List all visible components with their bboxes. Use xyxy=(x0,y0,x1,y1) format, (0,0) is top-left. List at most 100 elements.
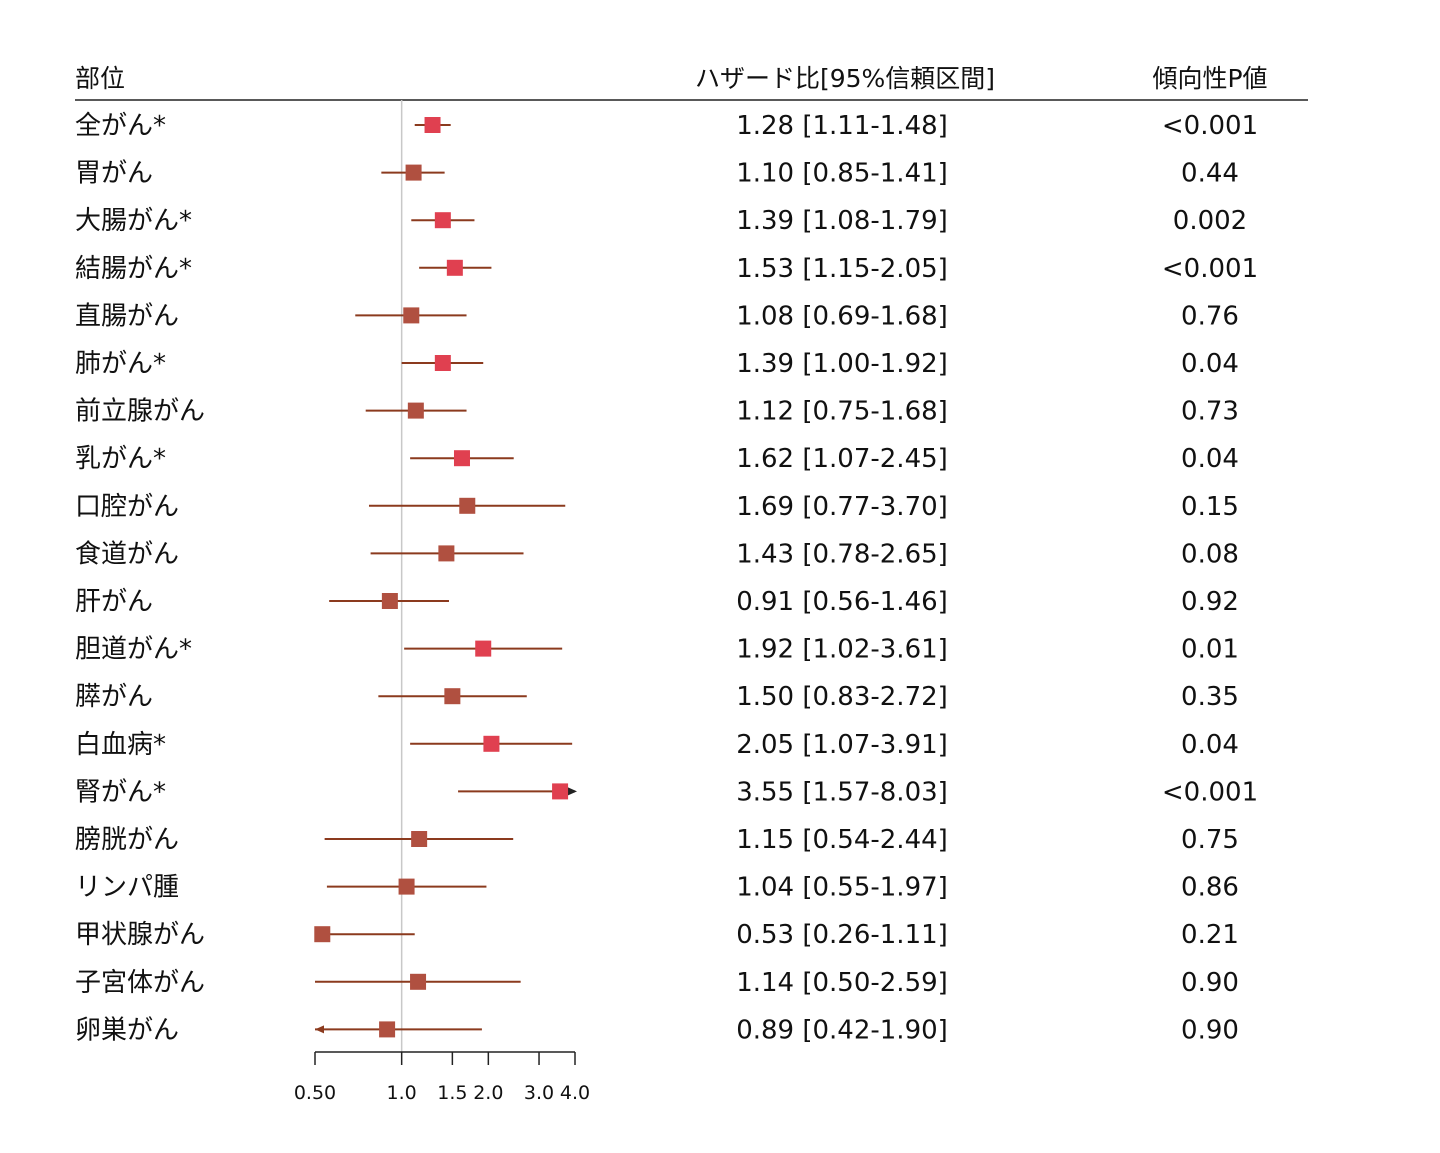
forest-row: 直腸がん 1.08 [0.69-1.68] 0.76 xyxy=(75,301,1239,331)
hr-point xyxy=(552,783,569,800)
hazard-ratio-text: 1.43 [0.78-2.65] xyxy=(736,539,948,569)
trend-p-value: <0.001 xyxy=(1162,777,1258,807)
forest-row: 結腸がん* 1.53 [1.15-2.05] <0.001 xyxy=(75,254,1258,284)
trend-p-value: <0.001 xyxy=(1162,254,1258,284)
forest-row: 卵巣がん 0.89 [0.42-1.90] 0.90 xyxy=(75,1015,1239,1045)
site-label: 大腸がん* xyxy=(75,206,192,236)
trend-p-value: 0.04 xyxy=(1181,349,1239,379)
hr-point xyxy=(403,307,420,324)
trend-p-value: 0.21 xyxy=(1181,920,1239,950)
trend-p-value: 0.73 xyxy=(1181,397,1239,427)
trend-p-value: 0.86 xyxy=(1181,873,1239,903)
hazard-ratio-text: 2.05 [1.07-3.91] xyxy=(736,730,948,760)
trend-p-value: <0.001 xyxy=(1162,111,1258,141)
site-label: 前立腺がん xyxy=(75,397,205,427)
x-tick-label: 1.5 xyxy=(437,1082,467,1104)
trend-p-value: 0.90 xyxy=(1181,968,1239,998)
site-label: 結腸がん* xyxy=(75,254,192,284)
hr-point xyxy=(483,735,500,752)
site-label: 乳がん* xyxy=(75,444,166,474)
hazard-ratio-text: 1.92 [1.02-3.61] xyxy=(736,635,948,665)
hr-point xyxy=(407,402,424,419)
x-tick-label: 1.0 xyxy=(387,1082,417,1104)
site-label: 胃がん xyxy=(75,159,153,189)
site-label: 肝がん xyxy=(75,587,153,617)
forest-row: 肝がん 0.91 [0.56-1.46] 0.92 xyxy=(75,587,1239,617)
x-tick-label: 2.0 xyxy=(473,1082,503,1104)
hr-point xyxy=(398,878,415,895)
hazard-ratio-text: 1.39 [1.08-1.79] xyxy=(736,206,948,236)
hazard-ratio-text: 3.55 [1.57-8.03] xyxy=(736,777,948,807)
trend-p-value: 0.15 xyxy=(1181,492,1239,522)
hazard-ratio-text: 0.89 [0.42-1.90] xyxy=(736,1015,948,1045)
trend-p-value: 0.76 xyxy=(1181,301,1239,331)
forest-row: 肺がん* 1.39 [1.00-1.92] 0.04 xyxy=(75,349,1239,379)
hazard-ratio-text: 0.91 [0.56-1.46] xyxy=(736,587,948,617)
hazard-ratio-text: 1.15 [0.54-2.44] xyxy=(736,825,948,855)
trend-p-value: 0.04 xyxy=(1181,730,1239,760)
hr-point xyxy=(459,497,476,514)
forest-row: 乳がん* 1.62 [1.07-2.45] 0.04 xyxy=(75,444,1239,474)
trend-p-value: 0.92 xyxy=(1181,587,1239,617)
site-label: リンパ腫 xyxy=(75,873,179,903)
hr-point xyxy=(424,117,441,133)
hazard-ratio-text: 1.50 [0.83-2.72] xyxy=(736,682,948,712)
forest-row: 全がん* 1.28 [1.11-1.48] <0.001 xyxy=(75,111,1258,141)
hazard-ratio-text: 1.12 [0.75-1.68] xyxy=(736,397,948,427)
site-label: 口腔がん xyxy=(75,492,179,522)
hr-point xyxy=(453,450,470,467)
forest-row: 前立腺がん 1.12 [0.75-1.68] 0.73 xyxy=(75,397,1239,427)
hazard-ratio-text: 1.14 [0.50-2.59] xyxy=(736,968,948,998)
x-tick-label: 4.0 xyxy=(560,1082,590,1104)
hazard-ratio-text: 1.08 [0.69-1.68] xyxy=(736,301,948,331)
trend-p-value: 0.04 xyxy=(1181,444,1239,474)
ci-arrow-right xyxy=(568,787,577,796)
trend-p-value: 0.90 xyxy=(1181,1015,1239,1045)
hr-point xyxy=(438,545,455,562)
hr-point xyxy=(381,593,398,609)
site-label: 肺がん* xyxy=(75,349,166,379)
site-label: 膵がん xyxy=(75,682,153,712)
hr-point xyxy=(446,259,463,276)
site-label: 腎がん* xyxy=(75,777,166,807)
hazard-ratio-text: 1.04 [0.55-1.97] xyxy=(736,873,948,903)
hr-point xyxy=(410,973,427,990)
hr-point xyxy=(379,1021,396,1038)
hazard-ratio-text: 1.10 [0.85-1.41] xyxy=(736,159,948,189)
header-trend-p: 傾向性P値 xyxy=(1152,64,1267,93)
site-label: 膀胱がん xyxy=(75,825,179,855)
site-label: 直腸がん xyxy=(75,301,179,331)
ci-arrow-left xyxy=(315,1025,324,1034)
header-site: 部位 xyxy=(75,64,125,93)
forest-row: リンパ腫 1.04 [0.55-1.97] 0.86 xyxy=(75,873,1239,903)
forest-row: 口腔がん 1.69 [0.77-3.70] 0.15 xyxy=(75,492,1239,522)
forest-row: 大腸がん* 1.39 [1.08-1.79] 0.002 xyxy=(75,206,1247,236)
site-label: 食道がん xyxy=(75,539,179,569)
site-label: 子宮体がん xyxy=(75,968,205,998)
hazard-ratio-text: 1.62 [1.07-2.45] xyxy=(736,444,948,474)
trend-p-value: 0.44 xyxy=(1181,159,1239,189)
trend-p-value: 0.01 xyxy=(1181,635,1239,665)
forest-row: 胃がん 1.10 [0.85-1.41] 0.44 xyxy=(75,159,1239,189)
forest-row: 食道がん 1.43 [0.78-2.65] 0.08 xyxy=(75,539,1239,569)
x-axis: 0.50 1.0 1.5 2.0 3.0 4.0 xyxy=(294,1051,590,1104)
site-label: 甲状腺がん xyxy=(75,920,205,950)
x-tick-label: 3.0 xyxy=(524,1082,554,1104)
hazard-ratio-text: 1.28 [1.11-1.48] xyxy=(736,111,948,141)
hazard-ratio-text: 1.69 [0.77-3.70] xyxy=(736,492,948,522)
hr-point xyxy=(405,164,422,181)
trend-p-value: 0.002 xyxy=(1173,206,1247,236)
header-hazard-ratio: ハザード比[95%信頼区間] xyxy=(695,64,995,93)
trend-p-value: 0.75 xyxy=(1181,825,1239,855)
site-label: 白血病* xyxy=(75,730,166,760)
site-label: 卵巣がん xyxy=(75,1015,179,1045)
x-tick-label: 0.50 xyxy=(294,1082,336,1104)
hazard-ratio-text: 1.53 [1.15-2.05] xyxy=(736,254,948,284)
hr-point xyxy=(434,212,451,229)
hr-point xyxy=(314,926,331,943)
hr-point xyxy=(444,688,461,705)
trend-p-value: 0.08 xyxy=(1181,539,1239,569)
forest-rows: 全がん* 1.28 [1.11-1.48] <0.001 胃がん 1.10 [0.85-… xyxy=(75,111,1258,1045)
hr-point xyxy=(411,831,428,847)
